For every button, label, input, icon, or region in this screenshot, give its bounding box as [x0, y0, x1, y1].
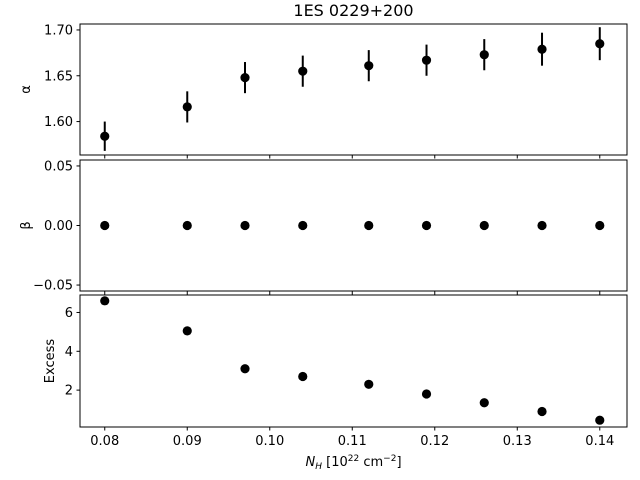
- data-point-beta: [240, 220, 250, 231]
- panel-beta: −0.05 0.00 0.05 β: [19, 159, 628, 295]
- axes-frame-beta: [79, 159, 628, 292]
- data-point-alpha: [364, 61, 374, 71]
- data-point-excess: [479, 398, 489, 408]
- x-tick-label: 0.11: [338, 434, 367, 449]
- y-tick-label-excess: 2: [65, 384, 73, 399]
- y-tick-label-alpha: 1.60: [44, 115, 73, 130]
- data-point-alpha: [595, 39, 605, 49]
- plot-root: 1.60 1.65 1.70 α −0.05 0.00 0.05 β 2 4 6 Excess 0.08…: [19, 23, 628, 472]
- data-point-beta: [364, 220, 374, 231]
- y-tick-label-excess: 6: [65, 306, 73, 321]
- data-point-beta: [537, 220, 547, 231]
- data-point-excess: [100, 296, 110, 306]
- x-axis-label: NH [1022 cm−2]: [305, 454, 401, 472]
- y-axis-label-alpha: α: [19, 85, 34, 94]
- data-point-beta: [100, 220, 110, 231]
- data-point-alpha: [240, 72, 250, 83]
- chart-title: 1ES 0229+200: [293, 1, 413, 20]
- y-axis-label-beta: β: [19, 221, 34, 229]
- y-tick-label-alpha: 1.70: [44, 23, 73, 38]
- y-axis-label-excess: Excess: [43, 339, 58, 384]
- data-point-alpha: [479, 50, 489, 60]
- panel-excess: 2 4 6 Excess 0.08 0.09 0.10 0.11 0.12 0.13 0.14: [43, 294, 628, 449]
- y-tick-label-beta: −0.05: [33, 279, 73, 294]
- data-point-alpha: [537, 44, 547, 54]
- x-tick-label: 0.12: [420, 434, 449, 449]
- data-point-beta: [479, 220, 489, 231]
- data-point-excess: [298, 371, 308, 382]
- data-point-beta: [595, 220, 605, 231]
- data-point-excess: [364, 379, 374, 389]
- data-point-alpha: [298, 66, 308, 76]
- data-point-beta: [298, 220, 308, 231]
- data-point-excess: [421, 389, 432, 399]
- x-tick-label: 0.10: [255, 434, 284, 449]
- data-point-beta: [182, 220, 192, 231]
- y-tick-label-excess: 4: [65, 345, 73, 360]
- data-point-excess: [595, 415, 605, 425]
- axes-frame-excess: [79, 294, 628, 428]
- x-tick-label: 0.14: [585, 434, 614, 449]
- x-tick-label: 0.13: [503, 434, 532, 449]
- data-point-alpha: [182, 102, 192, 112]
- data-point-alpha: [421, 55, 432, 65]
- data-point-alpha: [100, 131, 110, 141]
- x-tick-label: 0.09: [173, 434, 202, 449]
- data-point-excess: [240, 364, 250, 374]
- axes-frame-alpha: [79, 23, 628, 156]
- y-tick-label-alpha: 1.65: [44, 69, 73, 84]
- y-tick-label-beta: 0.05: [44, 159, 73, 174]
- panel-alpha: 1.60 1.65 1.70 α: [19, 23, 628, 159]
- y-tick-label-beta: 0.00: [44, 219, 73, 234]
- x-tick-label: 0.08: [90, 434, 119, 449]
- data-point-excess: [537, 406, 547, 417]
- data-point-beta: [421, 220, 432, 231]
- data-point-excess: [182, 326, 192, 336]
